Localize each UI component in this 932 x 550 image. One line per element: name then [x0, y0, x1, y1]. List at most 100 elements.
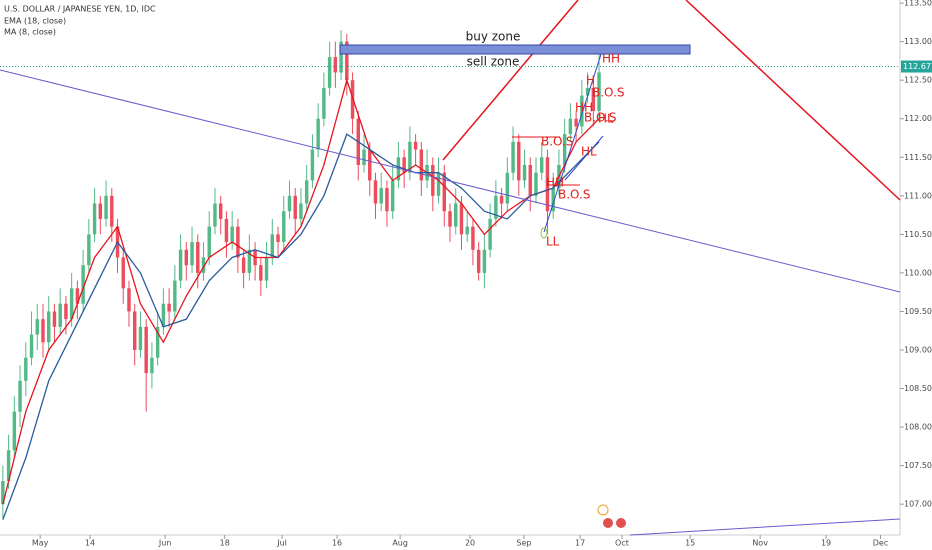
candle-body [362, 149, 366, 165]
y-tick-label: 110.000 [904, 268, 932, 277]
candle-body [161, 303, 166, 327]
annotation: H [586, 74, 595, 88]
candle-body [459, 203, 464, 235]
candle-body [18, 380, 22, 412]
candle-body [408, 141, 412, 173]
x-tick-label: 15 [685, 539, 695, 548]
candle-body [562, 134, 567, 165]
x-tick-label: May [32, 539, 49, 548]
candle-body [488, 218, 492, 250]
candle-body [522, 164, 527, 181]
candle-body [585, 87, 590, 96]
candle-body [155, 326, 160, 358]
event-icon [597, 504, 609, 516]
candle-body [264, 257, 269, 281]
candle-body [87, 234, 91, 266]
candle-body [110, 195, 114, 227]
candle-body [236, 226, 240, 258]
candle-body [207, 226, 211, 258]
candle-body [528, 164, 532, 196]
annotation: B.O.S [541, 135, 573, 149]
candle-body [511, 141, 515, 173]
candle-body [104, 195, 108, 219]
candle-body [98, 203, 103, 219]
y-tick-label: 112.500 [904, 76, 932, 85]
annotation: HH [546, 176, 564, 190]
candle-body [121, 257, 125, 289]
candle-body [41, 319, 45, 343]
x-tick-label: Sep [516, 539, 531, 548]
annotation: B.O.S [584, 111, 616, 125]
trend-line [0, 69, 901, 293]
candle-body [178, 249, 183, 281]
candle-body [69, 288, 74, 320]
candle-body [597, 72, 601, 112]
candle-body [75, 288, 80, 304]
candle-body [247, 249, 252, 273]
candle-body [81, 265, 85, 304]
candle-body [465, 226, 469, 235]
chart-title: U.S. DOLLAR / JAPANESE YEN, 1D, IDC [4, 5, 156, 14]
candle-body [448, 211, 452, 227]
event-icon [603, 518, 613, 528]
channel-line [564, 135, 604, 181]
candle-body [276, 234, 280, 243]
candle-body [431, 164, 435, 196]
legend-entry: MA (8, close) [4, 28, 56, 37]
y-tick-label: 110.500 [904, 230, 932, 239]
y-tick-label: 113.500 [904, 0, 932, 8]
trend-line [442, 0, 579, 161]
candle-body [259, 265, 263, 281]
plot-area [1, 30, 601, 520]
trend-line [685, 0, 901, 201]
candle-body [482, 249, 487, 273]
x-tick-label: 18 [220, 539, 230, 548]
last-price-label: 112.677 [903, 62, 932, 71]
candle-body [144, 326, 148, 374]
candle-body [436, 172, 441, 196]
candle-body [390, 180, 395, 212]
y-tick-label: 108.000 [904, 423, 932, 432]
candle-body [534, 172, 538, 196]
y-tick-label: 113.000 [904, 37, 932, 46]
candle-body [150, 357, 154, 374]
candle-body [419, 149, 424, 181]
candle-body [173, 280, 177, 312]
indicator-line [2, 133, 600, 520]
y-tick-label: 109.000 [904, 345, 932, 354]
candle-body [1, 481, 5, 505]
annotation: HL [598, 112, 614, 126]
candle-body [316, 118, 320, 150]
candle-body [396, 157, 401, 181]
legend-entry: EMA (18, close) [4, 17, 66, 26]
candle-body [167, 303, 171, 312]
candle-body [138, 326, 143, 350]
candle-body [574, 118, 578, 127]
candle-body [304, 180, 309, 204]
candle-body [35, 319, 39, 335]
candle-body [373, 180, 378, 204]
last-price-box [901, 60, 932, 73]
candle-body [58, 303, 62, 327]
x-tick-label: Oct [615, 539, 629, 548]
candle-body [545, 157, 550, 212]
candle-body [345, 41, 349, 81]
candle-body [224, 218, 229, 243]
candle-body [580, 95, 584, 127]
candle-body [64, 303, 68, 320]
annotation: LL [546, 235, 560, 249]
candle-body [6, 450, 11, 482]
candle-body [339, 41, 343, 73]
candle-body [213, 203, 217, 227]
candle-body [568, 118, 573, 135]
candle-body [540, 157, 544, 173]
candle-body [385, 188, 389, 212]
x-tick-label: Aug [392, 539, 408, 548]
candle-body [333, 57, 338, 73]
candle-body [454, 203, 458, 227]
x-tick-label: 14 [85, 539, 95, 548]
candle-body [517, 141, 521, 181]
x-tick-label: Jun [158, 539, 172, 548]
zone-label: sell zone [467, 55, 520, 69]
candle-body [196, 242, 200, 273]
